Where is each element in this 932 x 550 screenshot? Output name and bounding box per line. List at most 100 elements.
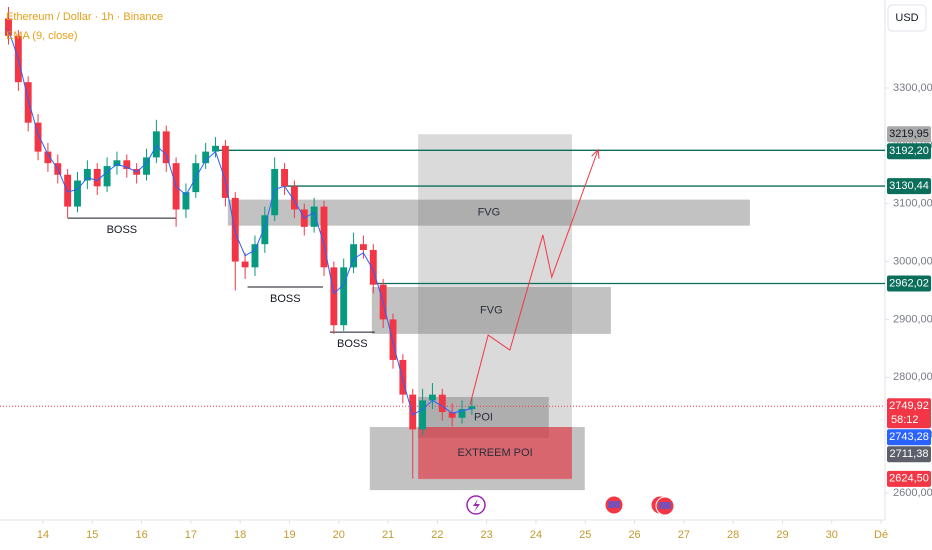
indicator-label: EMA (9, close) bbox=[6, 30, 78, 42]
candle-body bbox=[350, 244, 358, 268]
candle-body bbox=[103, 166, 111, 187]
candle-body bbox=[340, 267, 348, 326]
x-tick-label: 16 bbox=[135, 529, 147, 541]
currency[interactable]: USD bbox=[895, 12, 918, 24]
candle-body bbox=[251, 244, 259, 268]
price-tag-label: 3192,20 bbox=[889, 145, 929, 157]
price-tag-label: 2743,28 bbox=[889, 431, 929, 443]
candle-body bbox=[419, 400, 427, 430]
ema-line bbox=[8, 29, 472, 416]
candle-body bbox=[123, 160, 131, 169]
candle-body bbox=[74, 180, 81, 207]
candle-body bbox=[83, 168, 91, 181]
candle-body bbox=[310, 206, 318, 227]
candle-body bbox=[281, 168, 288, 187]
candle-body bbox=[271, 168, 279, 216]
x-tick-label: 26 bbox=[628, 529, 640, 541]
x-tick-label: 21 bbox=[382, 529, 394, 541]
x-tick-label: 23 bbox=[481, 529, 493, 541]
price-tag bbox=[887, 429, 931, 446]
price-tag-label: 2962,02 bbox=[889, 277, 929, 289]
price-tag-label: 2749,92 bbox=[889, 400, 929, 412]
price-tag-label: 2711,38 bbox=[890, 448, 929, 460]
candle-body bbox=[448, 412, 456, 418]
y-tick-label: 3300,00 bbox=[893, 82, 932, 94]
price-tag bbox=[887, 143, 931, 160]
zone-label: POI bbox=[474, 411, 493, 423]
candle-body bbox=[24, 82, 32, 123]
candle-body bbox=[152, 131, 160, 158]
candle-body bbox=[458, 409, 466, 418]
x-tick-label: 15 bbox=[86, 529, 98, 541]
y-tick-label: 3100,00 bbox=[893, 198, 932, 210]
candle-body bbox=[359, 244, 367, 250]
price-tag bbox=[887, 126, 931, 143]
x-tick-label: 17 bbox=[185, 529, 197, 541]
y-tick-label: 2900,00 bbox=[893, 313, 932, 325]
candle-body bbox=[290, 186, 298, 210]
candle-body bbox=[241, 261, 249, 268]
candle-body bbox=[261, 215, 269, 245]
flag-glyph bbox=[659, 502, 671, 509]
candle-body bbox=[5, 18, 12, 36]
x-tick-label: 22 bbox=[431, 529, 443, 541]
x-tick-label: Dé bbox=[874, 529, 888, 541]
chart-title: Ethereum / Dollar · 1h · Binance bbox=[6, 11, 163, 23]
candle-body bbox=[34, 122, 42, 152]
candle-body bbox=[389, 319, 397, 360]
zone-label: EXTREEM POI bbox=[457, 447, 532, 459]
zone-label: FVG bbox=[480, 304, 503, 316]
x-tick-label: 20 bbox=[333, 529, 345, 541]
candle-body bbox=[369, 249, 377, 285]
currency-button[interactable] bbox=[887, 4, 927, 32]
candle-body bbox=[468, 406, 476, 410]
x-tick-label: 25 bbox=[579, 529, 591, 541]
event-icon-glyph bbox=[473, 499, 480, 512]
candle-body bbox=[330, 267, 338, 326]
candle-body bbox=[320, 206, 328, 268]
zone-label: FVG bbox=[478, 207, 501, 219]
x-tick-label: 24 bbox=[530, 529, 542, 541]
projection-arrowhead bbox=[591, 148, 600, 159]
projection-line bbox=[469, 149, 599, 406]
y-tick-label: 2600,00 bbox=[893, 487, 932, 499]
price-tag bbox=[887, 470, 931, 487]
x-tick-label: 28 bbox=[727, 529, 739, 541]
candle-body bbox=[113, 160, 121, 167]
x-tick-label: 29 bbox=[776, 529, 788, 541]
x-tick-label: 30 bbox=[826, 529, 838, 541]
plot: FVG FVG POI EXTREEM POI BOSS BOSS BOSS bbox=[0, 6, 885, 491]
candle-body bbox=[162, 131, 170, 164]
candle-body bbox=[44, 151, 52, 164]
candle-body bbox=[399, 359, 407, 395]
candle-body bbox=[428, 394, 436, 401]
candle-body bbox=[212, 145, 219, 152]
price-tag bbox=[887, 178, 931, 195]
candle-body bbox=[143, 157, 150, 175]
event-icons bbox=[466, 495, 675, 516]
zone bbox=[371, 287, 611, 334]
y-tick-label: 2800,00 bbox=[893, 371, 932, 383]
candle-body bbox=[221, 145, 229, 198]
boss-label: BOSS bbox=[270, 293, 301, 305]
price-tag bbox=[887, 275, 931, 292]
candle-body bbox=[93, 168, 101, 187]
price-tag-label: 3219,95 bbox=[889, 128, 929, 140]
boss-label: BOSS bbox=[107, 224, 138, 236]
zone bbox=[418, 427, 572, 480]
candle-body bbox=[409, 394, 417, 430]
price-tag-label: 2624,50 bbox=[889, 473, 929, 485]
price-tag bbox=[887, 398, 931, 429]
x-tick-label: 14 bbox=[37, 529, 49, 541]
candle-body bbox=[231, 197, 239, 262]
x-tick-label: 27 bbox=[678, 529, 690, 541]
candle-body bbox=[202, 151, 210, 164]
price-tag bbox=[887, 446, 931, 463]
flag-glyph bbox=[608, 501, 620, 508]
price-tag-label: 3130,44 bbox=[889, 180, 929, 192]
zone bbox=[418, 134, 572, 478]
candle-body bbox=[182, 192, 190, 210]
boss-label: BOSS bbox=[337, 338, 368, 350]
x-tick-label: 18 bbox=[234, 529, 246, 541]
